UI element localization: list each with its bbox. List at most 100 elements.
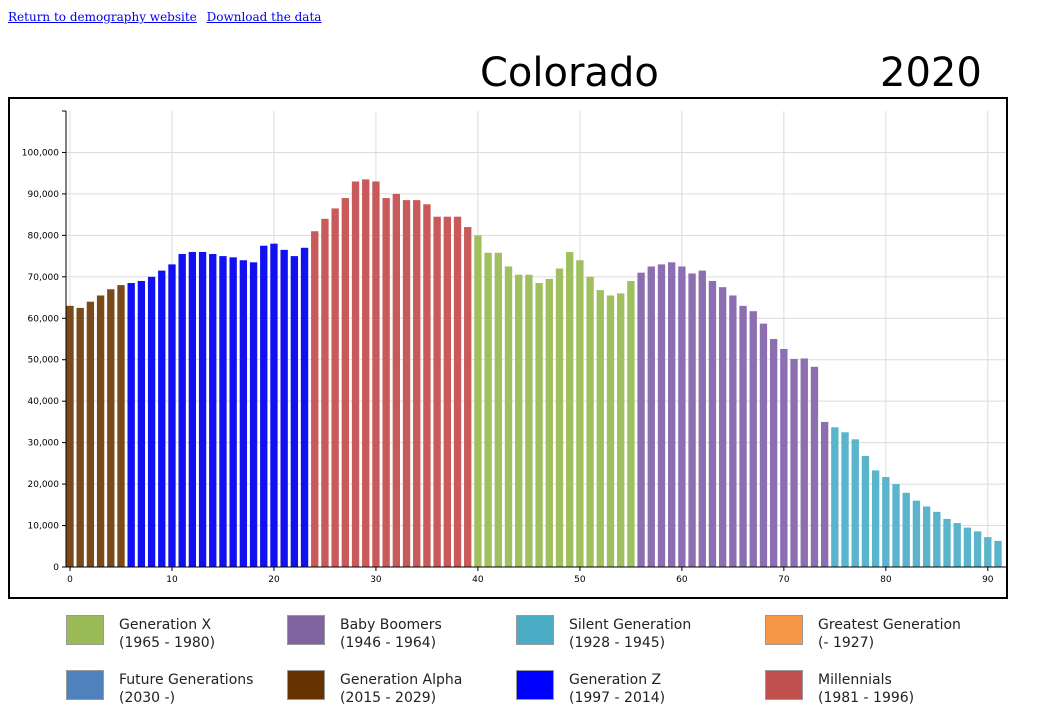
- bar-age-10: [168, 264, 176, 567]
- y-tick-label: 100,000: [22, 148, 59, 158]
- bar-age-34: [413, 200, 421, 568]
- legend-label: Greatest Generation: [818, 617, 961, 633]
- legend-years: (2015 - 2029): [340, 690, 437, 706]
- bar-age-90: [984, 537, 992, 567]
- legend-label: Baby Boomers: [340, 617, 442, 633]
- bar-age-87: [953, 523, 961, 567]
- y-tick-label: 90,000: [28, 190, 60, 200]
- bar-age-25: [321, 218, 329, 568]
- bar-age-8: [147, 276, 156, 567]
- bar-age-85: [933, 511, 941, 567]
- bar-age-75: [831, 427, 839, 567]
- bar-age-74: [820, 421, 829, 567]
- bar-age-81: [892, 484, 900, 567]
- x-tick-label: 20: [268, 575, 280, 585]
- legend-swatch: [765, 615, 803, 645]
- legend-swatch: [287, 615, 325, 645]
- bar-age-73: [810, 366, 819, 567]
- bar-age-58: [657, 264, 666, 567]
- y-tick-label: 20,000: [28, 480, 60, 490]
- bar-age-78: [861, 455, 870, 567]
- bar-age-24: [311, 231, 319, 567]
- bar-age-71: [790, 358, 798, 567]
- bar-age-60: [678, 266, 686, 567]
- bar-age-86: [943, 518, 951, 567]
- x-tick-label: 10: [166, 575, 178, 585]
- bar-age-38: [453, 216, 462, 567]
- bar-age-49: [566, 251, 574, 568]
- bar-age-15: [219, 256, 227, 567]
- legend-years: (1965 - 1980): [119, 635, 216, 651]
- bar-age-11: [178, 254, 186, 567]
- bar-age-0: [66, 305, 74, 567]
- bar-age-42: [494, 252, 502, 568]
- x-tick-label: 40: [472, 575, 484, 585]
- chart-frame: 0 10,000 20,000 30,000 40,000 50,000 60,000 70,…: [8, 97, 1008, 599]
- bars: [66, 179, 1002, 568]
- y-tick-label: 40,000: [28, 397, 60, 407]
- y-tick-label: 70,000: [28, 273, 60, 283]
- bar-age-4: [107, 289, 115, 567]
- download-link[interactable]: Download the data: [206, 10, 322, 24]
- bar-age-52: [596, 290, 604, 567]
- bar-age-33: [402, 200, 411, 568]
- legend-swatch: [66, 670, 104, 700]
- bar-age-67: [749, 311, 757, 567]
- bar-age-28: [351, 181, 360, 567]
- bar-age-30: [372, 181, 380, 567]
- legend-swatch: [287, 670, 325, 700]
- legend-swatch: [516, 670, 554, 700]
- legend-swatch: [516, 615, 554, 645]
- bar-age-44: [515, 274, 523, 567]
- bar-age-53: [606, 295, 615, 567]
- bar-age-6: [127, 283, 135, 567]
- bar-age-70: [780, 348, 788, 567]
- bar-age-21: [280, 249, 288, 567]
- bar-age-16: [229, 257, 237, 567]
- legend-label: Future Generations: [119, 672, 254, 688]
- bar-age-32: [392, 193, 401, 567]
- bar-age-46: [535, 283, 543, 567]
- year-title: 2020: [880, 50, 982, 96]
- bar-age-69: [769, 339, 778, 567]
- bar-age-36: [433, 216, 441, 567]
- bar-age-61: [688, 273, 696, 567]
- bar-age-13: [198, 251, 207, 568]
- legend-swatch: [765, 670, 803, 700]
- return-link[interactable]: Return to demography website: [8, 10, 197, 24]
- legend-years: (1997 - 2014): [569, 690, 666, 706]
- bar-age-23: [300, 247, 309, 568]
- x-tick-label: 30: [370, 575, 382, 585]
- bar-age-17: [239, 260, 248, 567]
- y-tick-label: 80,000: [28, 231, 60, 241]
- bar-age-19: [260, 245, 268, 567]
- bar-age-64: [718, 287, 727, 567]
- y-tick-label: 10,000: [28, 522, 60, 532]
- bar-age-66: [739, 305, 747, 567]
- bar-age-79: [871, 470, 880, 567]
- bar-age-3: [96, 295, 105, 567]
- top-links: Return to demography website Download th…: [8, 10, 327, 24]
- bar-age-1: [76, 307, 84, 567]
- x-tick-label: 60: [676, 575, 688, 585]
- legend-years: (- 1927): [818, 635, 875, 651]
- bar-age-41: [484, 252, 492, 568]
- x-tick-label: 90: [982, 575, 994, 585]
- bar-age-29: [362, 179, 370, 567]
- bar-age-39: [464, 227, 472, 567]
- bar-age-51: [586, 276, 594, 567]
- bar-age-59: [667, 262, 676, 567]
- bar-age-31: [382, 198, 390, 567]
- legend-label: Silent Generation: [569, 617, 692, 633]
- bar-age-35: [423, 204, 431, 567]
- legend-label: Millennials: [818, 672, 892, 688]
- bar-age-37: [443, 216, 451, 567]
- bar-age-14: [209, 254, 217, 567]
- state-title: Colorado: [480, 50, 659, 96]
- bar-age-56: [637, 272, 645, 567]
- x-tick-label: 0: [67, 575, 73, 585]
- legend-label: Generation Alpha: [340, 672, 463, 688]
- x-tick-label: 50: [574, 575, 586, 585]
- bar-age-9: [158, 270, 166, 567]
- bar-age-18: [249, 262, 258, 567]
